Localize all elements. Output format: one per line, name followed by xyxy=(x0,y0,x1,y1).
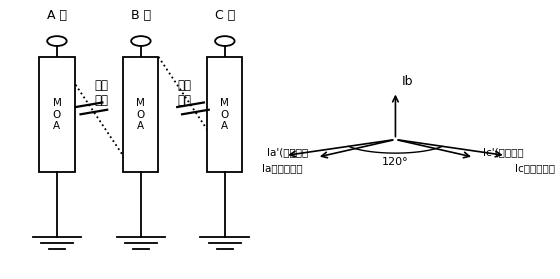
Bar xyxy=(123,57,158,172)
Text: M
O
A: M O A xyxy=(221,98,229,131)
Bar xyxy=(207,57,242,172)
Text: M
O
A: M O A xyxy=(137,98,146,131)
Text: Ic（无干扰）: Ic（无干扰） xyxy=(515,163,556,173)
Text: M
O
A: M O A xyxy=(53,98,62,131)
Text: Ib: Ib xyxy=(402,75,413,88)
Bar xyxy=(39,57,74,172)
Text: Ia（无干扰）: Ia（无干扰） xyxy=(262,163,303,173)
Text: 杂散
电容: 杂散 电容 xyxy=(177,79,191,107)
Text: A 相: A 相 xyxy=(47,9,67,22)
Text: Ia'(有干扰）: Ia'(有干扰） xyxy=(267,147,308,157)
Text: B 相: B 相 xyxy=(131,9,151,22)
Text: 120°: 120° xyxy=(382,157,409,167)
Text: 杂散
电容: 杂散 电容 xyxy=(95,79,109,107)
Text: C 相: C 相 xyxy=(214,9,235,22)
Text: Ic'(有干扰）: Ic'(有干扰） xyxy=(483,147,524,157)
